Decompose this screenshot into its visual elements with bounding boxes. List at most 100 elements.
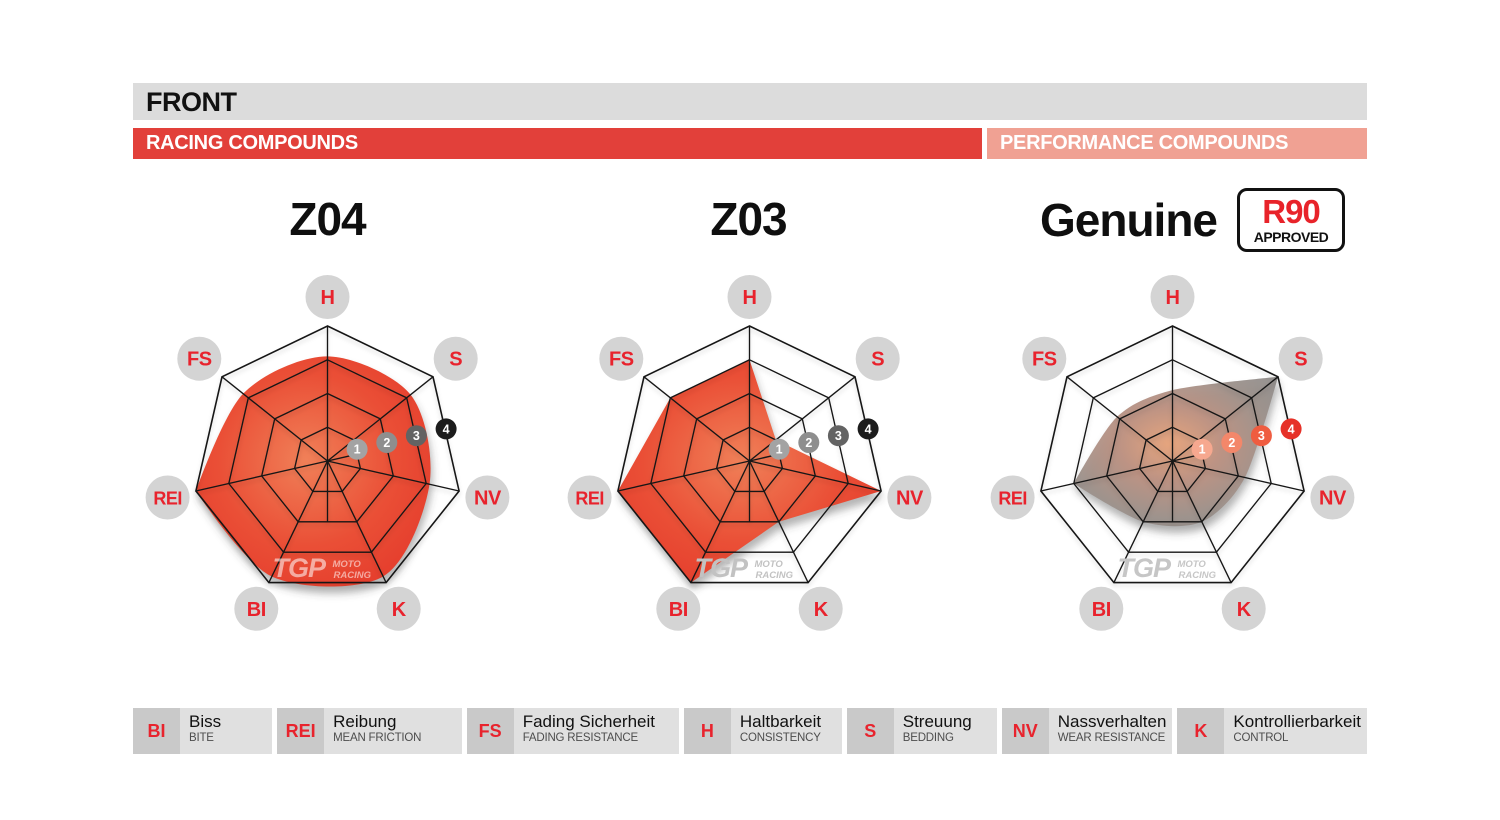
legend-term-en: FADING RESISTANCE: [522, 732, 638, 744]
scale-marker-1: [768, 438, 790, 460]
watermark-logo: TGP: [273, 553, 327, 583]
radar-grid: [616, 325, 882, 584]
scale-marker-label: 1: [1199, 443, 1206, 457]
grid-spoke: [689, 460, 750, 583]
grid-spoke: [1172, 376, 1279, 462]
watermark-racing: RACING: [755, 570, 793, 581]
r90-approved-badge: R90 APPROVED: [1237, 188, 1346, 252]
scale-marker-4: [857, 418, 879, 440]
legend-labels: Fading Sicherheit FADING RESISTANCE: [513, 708, 679, 754]
legend-strip: BI Biss BITE REI Reibung MEAN FRICTION FS Fadin…: [133, 708, 1367, 754]
legend-term-en: BEDDING: [902, 732, 954, 744]
legend-labels: Reibung MEAN FRICTION: [324, 708, 462, 754]
grid-spoke: [748, 376, 855, 462]
scale-marker-label: 4: [1288, 422, 1295, 436]
axis-label-circle: [727, 275, 771, 319]
grid-spoke: [617, 460, 750, 492]
axis-label-h: H: [1166, 287, 1180, 309]
legend-term-en: WEAR RESISTANCE: [1057, 732, 1166, 744]
performance-compounds-banner: PERFORMANCE COMPOUNDS: [987, 128, 1367, 159]
grid-spoke: [1066, 376, 1173, 462]
axis-label-rei: REI: [153, 489, 182, 509]
axis-label-h: H: [321, 287, 335, 309]
grid-ring: [649, 359, 849, 553]
scale-marker-label: 1: [354, 443, 361, 457]
grid-spoke: [1113, 460, 1174, 583]
axis-label-circle: [1079, 586, 1124, 631]
axis-label-circle: [1150, 275, 1195, 319]
chart-title-z04: Z04: [289, 193, 366, 245]
axis-label-k: K: [813, 599, 828, 621]
grid-spoke: [643, 376, 750, 462]
scale-marker-3: [405, 425, 427, 447]
axis-label-circle: [655, 586, 700, 631]
legend-item: NV Nassverhalten WEAR RESISTANCE: [1001, 708, 1173, 754]
legend-abbr: K: [1177, 708, 1225, 754]
scale-marker-label: 2: [383, 436, 390, 450]
axis-label-circle: [990, 475, 1035, 520]
axis-label-circle: [886, 475, 931, 520]
r90-badge-line2: APPROVED: [1253, 229, 1329, 245]
radar-grid: [1040, 325, 1305, 584]
axis-label-circle: [1310, 475, 1355, 520]
watermark-racing: RACING: [334, 570, 372, 581]
legend-term-de: Kontrollierbarkeit: [1233, 712, 1361, 731]
scale-marker-label: 3: [834, 429, 841, 443]
watermark-logo: TGP: [1118, 553, 1172, 583]
legend-item: REI Reibung MEAN FRICTION: [277, 708, 462, 754]
legend-item: BI Biss BITE: [133, 708, 273, 754]
scale-marker-3: [827, 425, 849, 447]
axis-label-bi: BI: [668, 599, 687, 621]
axis-label-k: K: [392, 599, 407, 621]
grid-spoke: [1171, 460, 1232, 583]
scale-marker-4: [435, 418, 457, 440]
axis-label-circle: [567, 475, 612, 520]
scale-marker-label: 2: [805, 436, 812, 450]
grid-spoke: [221, 376, 328, 462]
legend-item: K Kontrollierbarkeit CONTROL: [1177, 708, 1367, 754]
racing-compounds-banner: RACING COMPOUNDS: [133, 128, 982, 159]
axis-label-bi: BI: [1092, 599, 1111, 621]
grid-spoke: [327, 460, 460, 492]
grid-spoke: [1040, 460, 1173, 492]
axis-label-fs: FS: [609, 349, 634, 371]
scale-marker-3: [1250, 425, 1272, 447]
grid-spoke: [268, 460, 329, 583]
watermark-racing: RACING: [1179, 570, 1217, 581]
grid-ring: [1040, 325, 1305, 584]
axis-label-circle: [1022, 336, 1067, 381]
scale-marker-label: 3: [1258, 429, 1265, 443]
genuine-title-text: Genuine: [1039, 194, 1218, 246]
grid-spoke: [195, 460, 328, 492]
scale-marker-label: 3: [413, 429, 420, 443]
watermark-moto: MOTO: [1178, 559, 1207, 570]
legend-abbr: BI: [133, 708, 180, 754]
legend-term-de: Fading Sicherheit: [522, 712, 655, 731]
axis-label-rei: REI: [998, 489, 1027, 509]
grid-ring: [616, 325, 882, 584]
scale-marker-label: 4: [443, 422, 450, 436]
data-polygon: [195, 356, 431, 587]
grid-spoke: [748, 460, 809, 583]
axis-label-circle: [465, 475, 510, 520]
legend-abbr: S: [846, 708, 894, 754]
legend-term-de: Haltbarkeit: [739, 712, 822, 731]
axis-label-circle: [433, 336, 478, 381]
front-banner: FRONT: [133, 83, 1367, 120]
axis-label-circle: [305, 275, 350, 319]
axis-label-s: S: [1294, 349, 1307, 371]
legend-labels: Nassverhalten WEAR RESISTANCE: [1048, 708, 1173, 754]
chart-title-z03: Z03: [710, 193, 787, 245]
watermark-moto: MOTO: [333, 559, 362, 570]
grid-ring: [195, 325, 460, 584]
grid-spoke: [748, 460, 881, 492]
axis-label-circle: [855, 336, 900, 381]
axis-label-circle: [798, 586, 843, 631]
legend-item: S Streuung BEDDING: [846, 708, 997, 754]
scale-marker-2: [1221, 432, 1243, 453]
grid-ring: [1073, 359, 1272, 553]
legend-term-de: Nassverhalten: [1057, 712, 1167, 731]
legend-item: FS Fading Sicherheit FADING RESISTANCE: [466, 708, 679, 754]
